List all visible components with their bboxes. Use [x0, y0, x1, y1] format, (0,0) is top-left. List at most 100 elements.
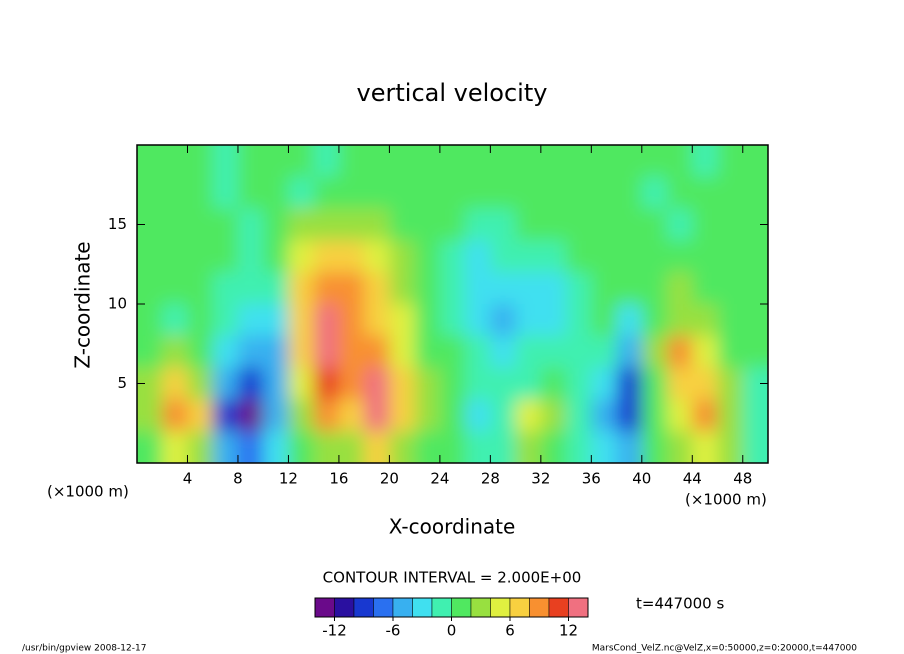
cell: [389, 304, 416, 337]
cell: [288, 431, 315, 463]
cell: [414, 145, 441, 178]
cell: [237, 399, 264, 432]
cell: [212, 145, 239, 178]
cell: [667, 240, 693, 273]
cell: [490, 176, 517, 210]
y-axis-label: Z-coordinate: [71, 241, 95, 368]
cell: [465, 176, 491, 210]
y-tick-label: 10: [108, 295, 127, 313]
cell: [490, 304, 517, 337]
cell: [717, 367, 744, 400]
x-tick-label: 40: [632, 470, 651, 488]
cell: [237, 367, 264, 400]
cell: [313, 367, 340, 400]
cell: [465, 240, 491, 273]
cell: [692, 145, 719, 178]
cell: [364, 272, 390, 305]
cell: [591, 431, 618, 463]
cell: [515, 272, 542, 305]
cell: [465, 335, 491, 369]
cell: [263, 304, 289, 337]
cell: [263, 431, 289, 463]
cell: [591, 240, 618, 273]
x-unit: (×1000 m): [685, 491, 767, 509]
cell: [338, 272, 365, 305]
cell: [566, 240, 592, 273]
cell: [515, 240, 542, 273]
x-tick-label: 8: [233, 470, 243, 488]
cell: [389, 367, 416, 400]
cell: [137, 431, 163, 463]
cell: [566, 335, 592, 369]
cell: [641, 304, 668, 337]
cell: [439, 240, 466, 273]
cell: [515, 176, 542, 210]
cell: [187, 335, 214, 369]
cell: [717, 399, 744, 432]
cell: [288, 145, 315, 178]
time-label: t=447000 s: [636, 595, 724, 613]
cell: [540, 145, 567, 178]
cell: [641, 240, 668, 273]
cell: [591, 176, 618, 210]
cell: [439, 304, 466, 337]
cell: [490, 145, 517, 178]
cell: [364, 208, 390, 241]
cell: [389, 240, 416, 273]
cell: [591, 208, 618, 241]
cell: [465, 145, 491, 178]
cell: [389, 208, 416, 241]
y-unit: (×1000 m): [47, 483, 129, 501]
cell: [212, 272, 239, 305]
cell: [591, 399, 618, 432]
cell: [162, 304, 188, 337]
cell: [364, 399, 390, 432]
cell: [237, 240, 264, 273]
cell: [566, 399, 592, 432]
cell: [540, 399, 567, 432]
x-tick-label: 44: [683, 470, 702, 488]
cell: [667, 431, 693, 463]
cell: [742, 304, 768, 337]
cell: [540, 431, 567, 463]
cell: [667, 176, 693, 210]
cell: [212, 399, 239, 432]
cell: [667, 208, 693, 241]
cell: [237, 304, 264, 337]
cell: [162, 208, 188, 241]
cell: [162, 367, 188, 400]
cell: [667, 145, 693, 178]
cell: [364, 240, 390, 273]
colorbar-cell: [470, 597, 491, 618]
cell: [162, 176, 188, 210]
cell: [187, 304, 214, 337]
cell: [616, 335, 643, 369]
cell: [566, 304, 592, 337]
colorbar-cell: [412, 597, 433, 618]
cell: [566, 272, 592, 305]
cell: [439, 145, 466, 178]
x-tick-label: 28: [481, 470, 500, 488]
cell: [490, 399, 517, 432]
cell: [313, 431, 340, 463]
cell: [288, 240, 315, 273]
contour-interval: CONTOUR INTERVAL = 2.000E+00: [323, 569, 582, 587]
cell: [641, 367, 668, 400]
chart-title: vertical velocity: [357, 79, 548, 107]
cell: [439, 399, 466, 432]
x-tick-label: 12: [279, 470, 298, 488]
cell: [137, 304, 163, 337]
cell: [540, 367, 567, 400]
cell: [439, 367, 466, 400]
field: [137, 145, 768, 463]
colorbar-cell: [314, 597, 335, 618]
cell: [540, 335, 567, 369]
cell: [313, 304, 340, 337]
cell: [717, 145, 744, 178]
cell: [212, 335, 239, 369]
cell: [263, 208, 289, 241]
colorbar-cell: [392, 597, 413, 618]
cell: [263, 399, 289, 432]
cell: [540, 240, 567, 273]
x-tick-label: 48: [733, 470, 752, 488]
